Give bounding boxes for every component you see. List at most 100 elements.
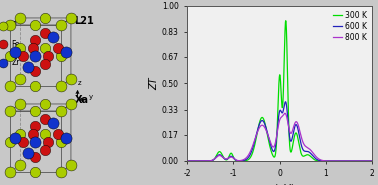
Point <box>0 61 6 64</box>
Point <box>58 85 64 88</box>
Point <box>17 133 23 136</box>
Point <box>58 171 64 174</box>
Point <box>33 110 39 112</box>
Point <box>42 148 48 151</box>
300 K <box>185 160 189 162</box>
Line: 600 K: 600 K <box>187 102 372 161</box>
Point <box>7 110 13 112</box>
600 K <box>283 101 288 103</box>
Line: 300 K: 300 K <box>187 21 372 161</box>
Point <box>42 133 48 136</box>
Point <box>0 24 6 27</box>
Point <box>7 85 13 88</box>
Point <box>25 152 31 155</box>
Point <box>42 102 48 105</box>
300 K <box>256 127 260 130</box>
Point <box>50 35 56 38</box>
Text: z: z <box>78 80 82 86</box>
600 K <box>264 127 268 129</box>
Point <box>33 140 39 143</box>
Point <box>33 23 39 26</box>
Point <box>12 51 18 53</box>
800 K <box>256 129 260 131</box>
800 K <box>283 112 287 114</box>
Point <box>7 54 13 57</box>
Point <box>17 16 23 19</box>
600 K <box>370 160 375 162</box>
Text: y: y <box>89 94 93 100</box>
Point <box>29 47 36 50</box>
Legend: 300 K, 600 K, 800 K: 300 K, 600 K, 800 K <box>331 9 369 43</box>
Point <box>42 47 48 50</box>
300 K <box>264 127 268 130</box>
Point <box>33 39 39 42</box>
Point <box>33 85 39 88</box>
300 K <box>217 151 222 153</box>
Text: x: x <box>68 104 72 110</box>
Point <box>45 54 51 57</box>
Point <box>20 140 26 143</box>
600 K <box>256 127 260 129</box>
Text: P: P <box>12 21 16 30</box>
800 K <box>370 160 375 162</box>
300 K <box>347 160 351 162</box>
Y-axis label: ZT: ZT <box>149 77 159 90</box>
Point <box>12 137 18 139</box>
Point <box>42 118 48 121</box>
600 K <box>367 160 371 162</box>
Point <box>55 47 61 50</box>
600 K <box>206 160 211 162</box>
Point <box>33 69 39 72</box>
Text: Fe: Fe <box>12 40 20 49</box>
800 K <box>347 160 351 162</box>
Point <box>0 43 6 46</box>
Point <box>42 32 48 35</box>
Point <box>42 62 48 65</box>
800 K <box>264 129 268 132</box>
Point <box>58 110 64 112</box>
Line: 800 K: 800 K <box>187 113 372 161</box>
Point <box>63 51 69 53</box>
Point <box>42 16 48 19</box>
300 K <box>206 160 211 162</box>
800 K <box>206 160 211 162</box>
Point <box>33 125 39 128</box>
600 K <box>217 154 222 156</box>
800 K <box>367 160 371 162</box>
Point <box>50 121 56 124</box>
Point <box>33 171 39 174</box>
Point <box>68 78 74 80</box>
Point <box>29 133 36 136</box>
Point <box>7 23 13 26</box>
Point <box>20 54 26 57</box>
Text: Zr: Zr <box>12 58 20 67</box>
Point <box>17 164 23 166</box>
Point <box>63 137 69 139</box>
600 K <box>185 160 189 162</box>
Point <box>58 23 64 26</box>
Point <box>7 140 13 143</box>
600 K <box>347 160 351 162</box>
800 K <box>217 154 222 157</box>
Point <box>58 140 64 143</box>
Point <box>68 164 74 166</box>
800 K <box>185 160 189 162</box>
300 K <box>284 20 288 22</box>
Point <box>68 16 74 19</box>
Point <box>17 47 23 50</box>
Point <box>58 54 64 57</box>
Point <box>68 102 74 105</box>
300 K <box>370 160 375 162</box>
Text: L21: L21 <box>74 16 94 26</box>
Point <box>33 155 39 158</box>
Point <box>7 171 13 174</box>
Point <box>45 140 51 143</box>
300 K <box>367 160 371 162</box>
Point <box>17 78 23 80</box>
Text: Xa: Xa <box>74 95 88 105</box>
Point <box>17 102 23 105</box>
Point <box>33 54 39 57</box>
X-axis label: μ (eV): μ (eV) <box>265 184 294 185</box>
Point <box>55 133 61 136</box>
Point <box>25 66 31 69</box>
